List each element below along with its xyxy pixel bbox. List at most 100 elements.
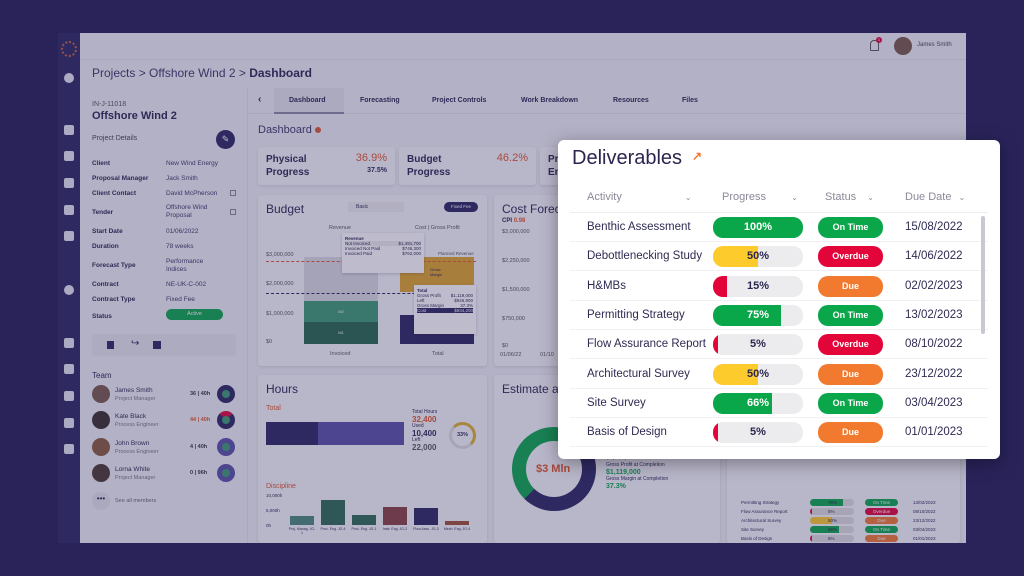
- deliverable-row[interactable]: Permitting Strategy 75% On Time 13/02/20…: [570, 301, 988, 330]
- status-dropdown[interactable]: Active: [166, 309, 223, 320]
- tab-work-breakdown[interactable]: Work Breakdown: [521, 97, 579, 104]
- deliverable-row[interactable]: Site Survey 66% On Time 03/04/2023: [570, 389, 988, 418]
- notes-icon[interactable]: [64, 125, 74, 135]
- share-icon[interactable]: ↪: [131, 338, 140, 349]
- column-status[interactable]: Status ⌄: [825, 191, 874, 203]
- field-label: Proposal Manager: [92, 175, 149, 182]
- x-tick: 01/06/22: [500, 352, 522, 358]
- physical-progress-value: 36.9%: [355, 152, 387, 164]
- member-hours: 44 | 40h: [190, 417, 211, 423]
- chart-icon[interactable]: [64, 178, 74, 188]
- external-link-icon[interactable]: [230, 209, 236, 215]
- tooltip-title: Revenue: [345, 236, 364, 241]
- icon-rail: [58, 33, 80, 543]
- progress-value: 66%: [746, 396, 770, 409]
- discipline-bar: [321, 500, 345, 525]
- tooltip-row: Gross Profit $1,119,000: [417, 293, 473, 298]
- column-due-date[interactable]: Due Date ⌄: [905, 191, 966, 203]
- budget-select[interactable]: Basic: [348, 202, 404, 212]
- progress-value: 75%: [746, 308, 770, 321]
- tab-forecasting[interactable]: Forecasting: [360, 97, 400, 104]
- cards-icon[interactable]: [64, 391, 74, 401]
- tabs-back-icon[interactable]: ‹: [258, 94, 262, 105]
- deliverable-row[interactable]: Flow Assurance Report 5% Overdue 08/10/2…: [570, 330, 988, 360]
- member-role: Process Engineer: [115, 449, 159, 455]
- due-date: 01/01/2023: [913, 536, 936, 541]
- tab-resources[interactable]: Resources: [613, 97, 649, 104]
- field-client-contact[interactable]: David McPherson: [166, 190, 218, 197]
- user-name[interactable]: James Smith: [917, 42, 952, 48]
- tab-dashboard[interactable]: Dashboard: [289, 97, 326, 104]
- globe-doc-icon[interactable]: [64, 205, 74, 215]
- add-icon[interactable]: [64, 73, 74, 83]
- y-tick: $3,000,000: [502, 229, 530, 235]
- member-name: Kate Black: [115, 413, 147, 420]
- edit-button[interactable]: ✎: [216, 130, 235, 149]
- folder-icon[interactable]: [64, 444, 74, 454]
- activity-name: Debottlenecking Study: [587, 250, 703, 263]
- user-avatar[interactable]: [894, 37, 912, 55]
- mini-deliverable-row[interactable]: Architectural Survey 50% Due 23/12/2022: [735, 516, 955, 525]
- mini-deliverable-row[interactable]: Permitting Strategy 75% On Time 13/02/20…: [735, 498, 955, 507]
- team-icon[interactable]: [64, 338, 74, 348]
- member-name: Lorna White: [115, 466, 151, 473]
- deliverable-row[interactable]: Debottlenecking Study 50% Overdue 14/06/…: [570, 242, 988, 272]
- field-client: New Wind Energy: [166, 160, 219, 167]
- deliverable-row[interactable]: Basis of Design 5% Due 01/01/2023: [570, 418, 988, 448]
- total-tooltip: Total Gross Profit $1,119,000 Left $946,80…: [414, 285, 476, 334]
- search-user-icon[interactable]: [64, 285, 74, 295]
- invoice-icon[interactable]: [64, 231, 74, 241]
- mini-deliverable-row[interactable]: Site Survey 66% On Time 03/04/2023: [735, 525, 955, 534]
- tooltip-row: Cost $934,200: [417, 308, 473, 313]
- progress-bar: 100%: [713, 217, 803, 238]
- tab-files[interactable]: Files: [682, 97, 698, 104]
- card-label: Budget Progress: [407, 154, 451, 178]
- mini-deliverable-row[interactable]: Basis of Design 5% Due 01/01/2023: [735, 534, 955, 543]
- crumb-projects[interactable]: Projects: [92, 66, 136, 80]
- activity-name: Architectural Survey: [587, 367, 690, 380]
- handshake-icon[interactable]: [64, 418, 74, 428]
- progress-fill: [713, 217, 803, 238]
- note-icon[interactable]: [153, 341, 161, 349]
- progress-fill: [713, 334, 718, 356]
- field-label: Contract: [92, 281, 119, 288]
- progress-value: 15%: [746, 279, 770, 292]
- project-id: IN-J-11018: [92, 101, 127, 108]
- more-icon[interactable]: •••: [92, 492, 110, 510]
- external-link-icon[interactable]: [230, 190, 236, 196]
- status-badge: Overdue: [818, 246, 883, 268]
- scrollbar-thumb[interactable]: [981, 216, 985, 334]
- bell-icon[interactable]: [870, 40, 879, 51]
- crumb-current: Dashboard: [249, 66, 312, 80]
- deliverable-row[interactable]: Benthic Assessment 100% On Time 15/08/20…: [570, 213, 988, 242]
- deliverable-row[interactable]: H&MBs 15% Due 02/02/2023: [570, 272, 988, 301]
- field-tender[interactable]: Offshore Wind Proposal: [166, 204, 208, 219]
- column-progress[interactable]: Progress ⌄: [722, 191, 798, 203]
- progress-fill: [713, 363, 758, 385]
- mini-deliverable-row[interactable]: Flow Assurance Report 5% Overdue 08/10/2…: [735, 507, 955, 516]
- activity-name: Architectural Survey: [741, 518, 782, 523]
- y-tick: $1,500,000: [502, 287, 530, 293]
- see-all-members-link[interactable]: See all members: [115, 498, 157, 504]
- y-tick: 5,000h: [266, 508, 280, 513]
- fixed-fee-button[interactable]: Fixed Fee: [444, 202, 478, 212]
- document-icon[interactable]: [64, 151, 74, 161]
- due-date: 23/12/2022: [905, 367, 963, 380]
- tab-project-controls[interactable]: Project Controls: [432, 97, 487, 104]
- field-label: Status: [92, 313, 112, 320]
- planned-revenue-label: Planned Revenue: [438, 251, 474, 256]
- column-activity[interactable]: Activity ⌄: [587, 191, 692, 203]
- building-icon[interactable]: [64, 364, 74, 374]
- export-icon[interactable]: [107, 341, 114, 349]
- status-badge: On Time: [818, 392, 883, 414]
- deliverable-row[interactable]: Architectural Survey 50% Due 23/12/2022: [570, 360, 988, 389]
- hours-left-bar: [318, 422, 404, 445]
- info-icon[interactable]: [315, 127, 321, 133]
- popup-header-divider: [570, 212, 988, 213]
- member-role: Project Manager: [115, 475, 156, 481]
- crumb-project[interactable]: Offshore Wind 2: [149, 66, 236, 80]
- field-label: Forecast Type: [92, 262, 136, 269]
- member-role: Process Engineer: [115, 422, 159, 428]
- expand-arrow-icon[interactable]: ↗: [692, 149, 703, 163]
- discipline-bar: [414, 507, 438, 525]
